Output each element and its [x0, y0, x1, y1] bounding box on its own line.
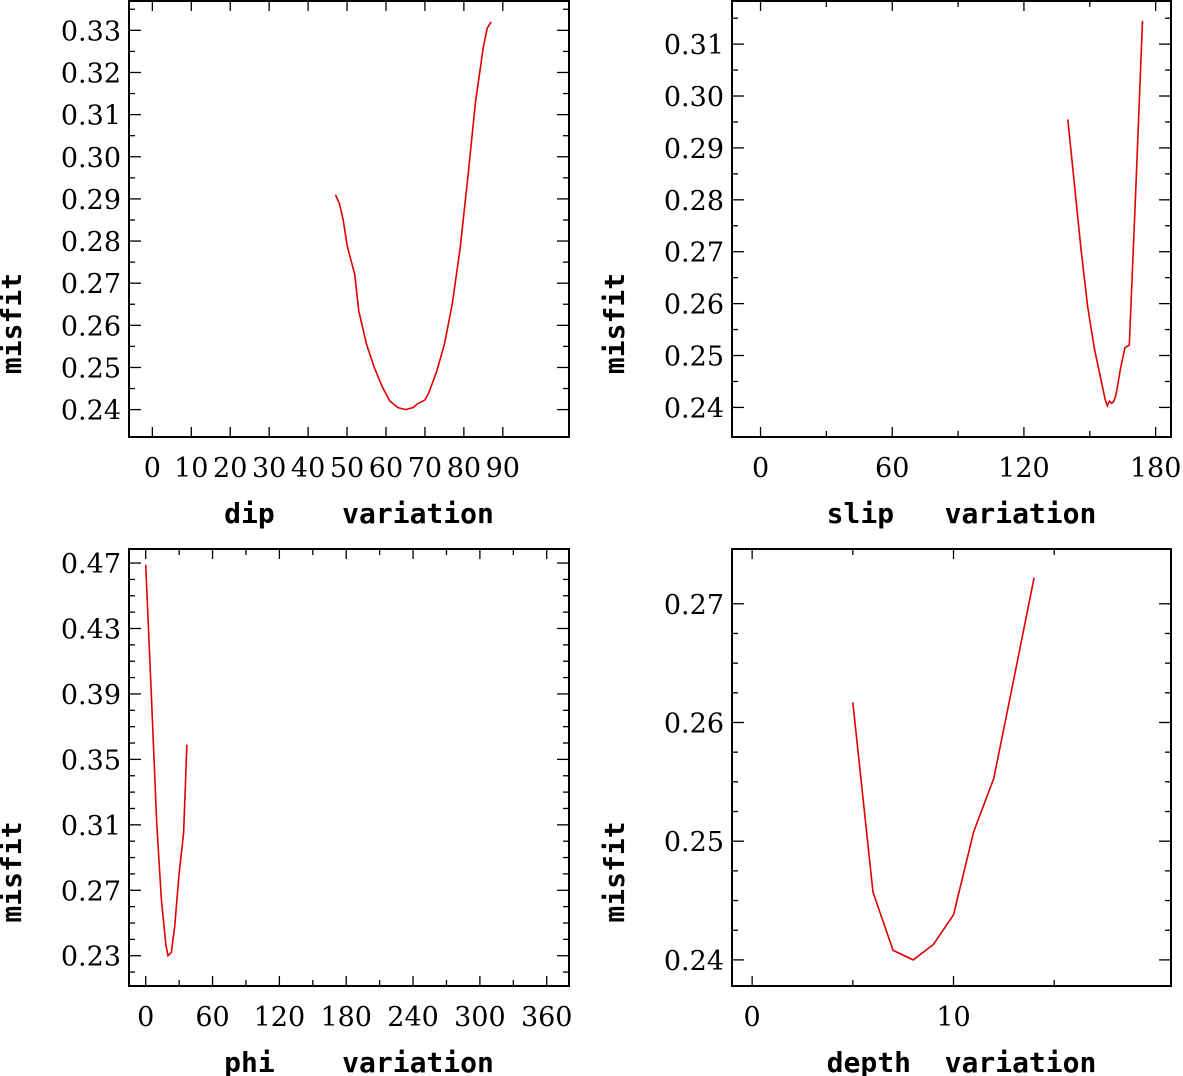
x-tick-label: 0: [744, 1002, 761, 1033]
y-axis-label: misfit: [598, 273, 631, 374]
chart-panel-phi: 0 60 120 180 240 300 360 0.23 0.27 0.31 0.35 0.39 0.…: [0, 548, 573, 1076]
y-tick-label: 0.24: [61, 396, 121, 427]
y-tick-label: 0.31: [664, 30, 724, 61]
x-axis-label: slip variation: [827, 497, 1097, 530]
x-tick-label: 120: [254, 1002, 306, 1033]
y-tick-label: 0.28: [664, 186, 724, 217]
y-axis-label: misfit: [598, 821, 631, 922]
x-tick-label: 30: [252, 453, 286, 484]
y-tick-label: 0.27: [664, 590, 724, 621]
y-tick-label: 0.29: [61, 185, 121, 216]
y-tick-label: 0.26: [664, 708, 724, 739]
y-tick-label: 0.33: [61, 16, 121, 47]
x-tick-label: 0: [752, 453, 769, 484]
y-tick-label: 0.25: [664, 827, 724, 858]
chart-panel-slip: 0 60 120 180 0.24 0.25 0.26 0.27 0.28 0.29 0.30 0.3…: [598, 0, 1182, 530]
chart-panel-dip: 0 10 20 30 40 50 60 70 80 90 0.24 0.25 0.26 0.27 0.28 0…: [0, 0, 570, 530]
y-tick-label: 0.32: [61, 58, 121, 89]
plot-frame: [128, 548, 570, 987]
y-tick-label: 0.30: [61, 143, 121, 174]
x-tick-label: 80: [447, 453, 481, 484]
x-tick-label: 0: [137, 1002, 154, 1033]
y-tick-label: 0.31: [61, 811, 121, 842]
x-tick-label: 10: [174, 453, 208, 484]
chart-panel-depth: 0 10 0.24 0.25 0.26 0.27 depth variation misfit: [598, 548, 1172, 1076]
x-tick-label: 60: [195, 1002, 229, 1033]
y-tick-label: 0.25: [664, 342, 724, 373]
x-tick-label: 50: [330, 453, 364, 484]
plot-frame: [731, 0, 1172, 438]
x-axis-label: phi variation: [224, 1046, 494, 1076]
x-axis-label: dip variation: [224, 497, 494, 530]
x-tick-label: 60: [369, 453, 403, 484]
series-line: [334, 21, 492, 411]
y-tick-label: 0.39: [61, 680, 121, 711]
y-tick-label: 0.30: [664, 82, 724, 113]
x-tick-label: 300: [454, 1002, 506, 1033]
x-tick-label: 70: [408, 453, 442, 484]
y-tick-label: 0.47: [61, 549, 121, 580]
x-tick-label: 240: [387, 1002, 439, 1033]
y-tick-label: 0.24: [664, 393, 724, 424]
y-tick-label: 0.26: [664, 290, 724, 321]
y-tick-label: 0.29: [664, 134, 724, 165]
y-tick-label: 0.27: [61, 269, 121, 300]
y-tick-label: 0.43: [61, 614, 121, 645]
y-axis-label: misfit: [0, 273, 28, 374]
x-tick-label: 10: [936, 1002, 970, 1033]
y-tick-label: 0.31: [61, 101, 121, 132]
x-tick-label: 20: [213, 453, 247, 484]
y-tick-label: 0.27: [61, 876, 121, 907]
y-tick-label: 0.27: [664, 238, 724, 269]
x-tick-label: 120: [998, 453, 1050, 484]
x-tick-label: 0: [144, 453, 161, 484]
x-tick-label: 60: [875, 453, 909, 484]
y-axis-label: misfit: [0, 821, 28, 922]
x-tick-label: 90: [486, 453, 520, 484]
x-tick-label: 180: [1130, 453, 1182, 484]
y-tick-label: 0.35: [61, 745, 121, 776]
x-axis-label: depth variation: [827, 1046, 1097, 1076]
y-tick-label: 0.28: [61, 227, 121, 258]
x-tick-label: 180: [320, 1002, 372, 1033]
y-tick-label: 0.25: [61, 353, 121, 384]
plot-frame: [731, 548, 1172, 987]
series-line: [852, 577, 1035, 961]
y-tick-label: 0.23: [61, 942, 121, 973]
y-tick-label: 0.24: [664, 946, 724, 977]
y-tick-label: 0.26: [61, 311, 121, 342]
plot-frame: [128, 0, 570, 438]
series-line: [144, 564, 188, 958]
series-line: [1067, 20, 1144, 409]
x-tick-label: 360: [521, 1002, 573, 1033]
x-tick-label: 40: [291, 453, 325, 484]
